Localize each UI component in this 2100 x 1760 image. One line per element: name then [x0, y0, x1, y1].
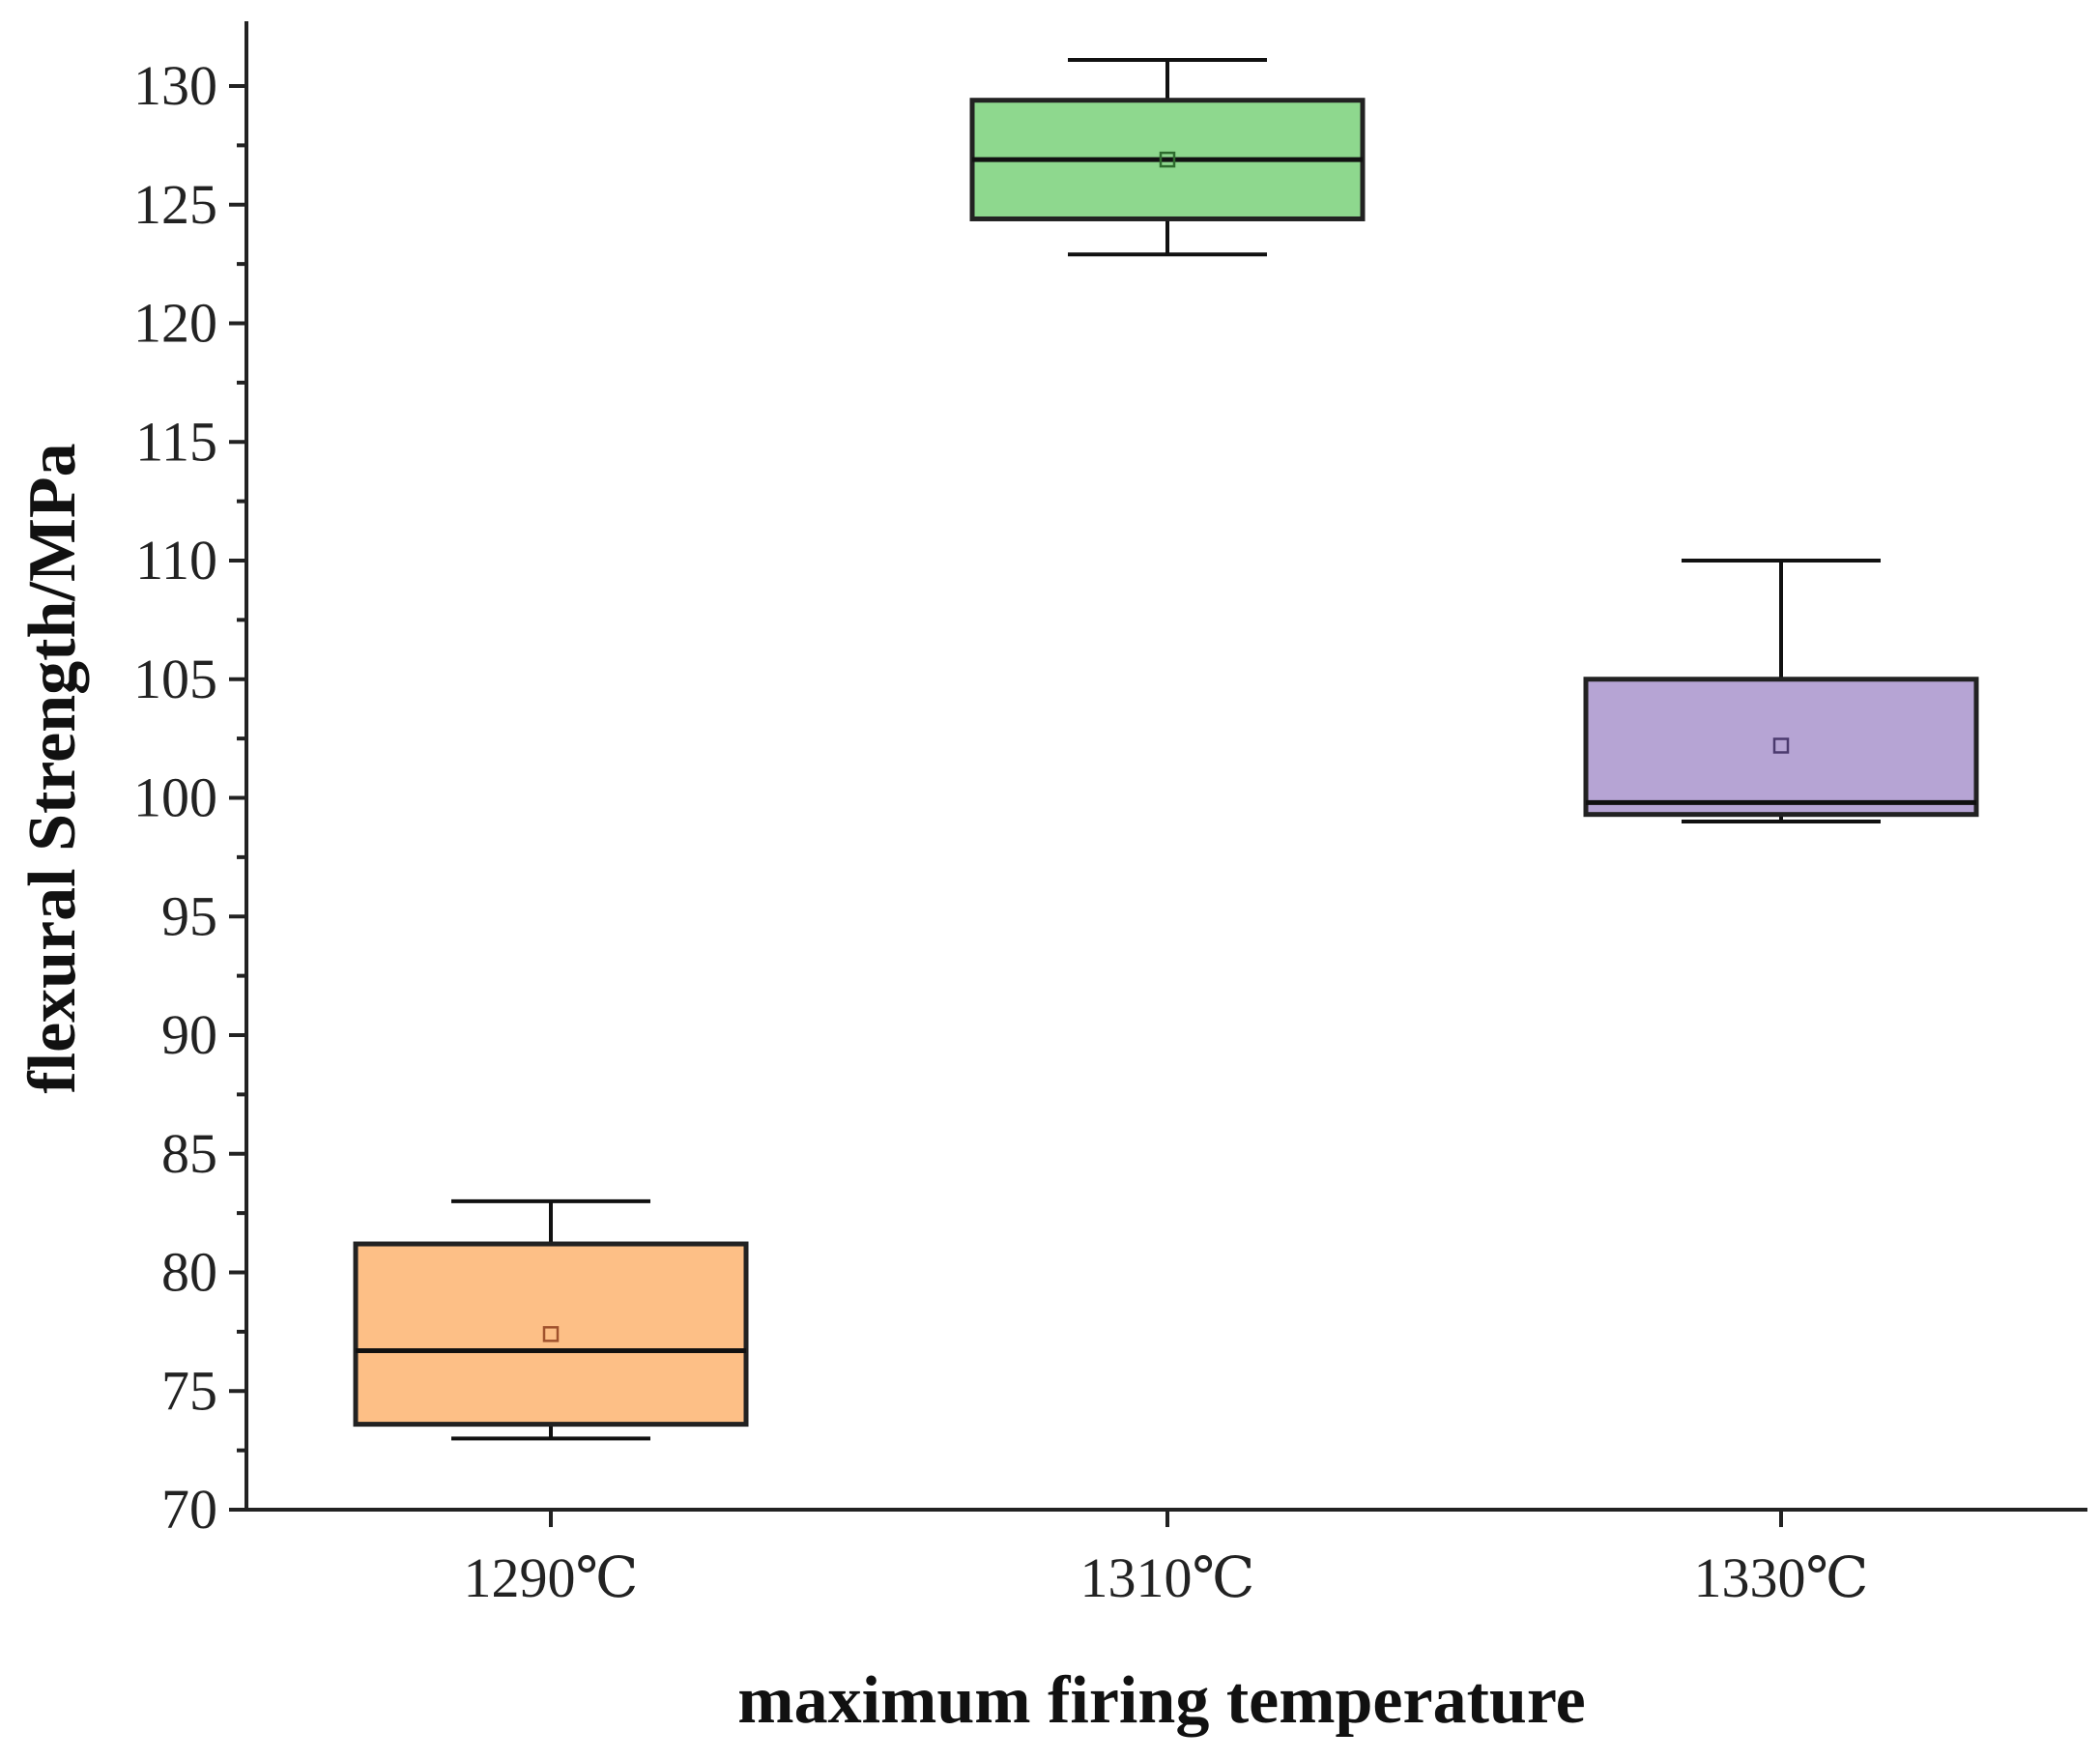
x-tick-label: 1330℃ — [1694, 1546, 1869, 1609]
y-axis-title: flexural Strength/MPa — [15, 443, 90, 1093]
box-body — [353, 1241, 749, 1428]
y-tick-label: 90 — [161, 1003, 217, 1066]
y-tick-label: 110 — [135, 529, 217, 591]
x-axis-title: maximum firing temperature — [737, 1663, 1585, 1738]
box-group — [353, 1198, 749, 1441]
box-body — [1583, 677, 1979, 818]
y-tick-label: 130 — [133, 54, 217, 117]
y-tick-label: 115 — [135, 410, 217, 473]
y-tick-label: 85 — [161, 1122, 217, 1185]
axis-labels: 70 75 80 85 90 95 100 105 110 115 120 125 130 1290℃ 13… — [133, 54, 1868, 1609]
x-tick-label: 1310℃ — [1080, 1546, 1255, 1609]
y-tick-label: 75 — [161, 1359, 217, 1422]
mean-marker — [1159, 151, 1176, 168]
y-tick-label: 80 — [161, 1241, 217, 1304]
mean-marker — [1772, 737, 1790, 754]
y-tick-label: 70 — [161, 1478, 217, 1541]
axes — [229, 21, 2087, 1527]
box-group — [969, 57, 1366, 257]
x-tick-label: 1290℃ — [464, 1546, 639, 1609]
box-group — [1583, 559, 1979, 824]
mean-marker — [542, 1326, 560, 1342]
y-tick-label: 100 — [133, 766, 217, 829]
y-tick-label: 120 — [133, 292, 217, 355]
y-tick-label: 125 — [133, 173, 217, 236]
boxes — [353, 57, 1979, 1441]
y-tick-label: 105 — [133, 648, 217, 710]
y-tick-label: 95 — [161, 884, 217, 947]
